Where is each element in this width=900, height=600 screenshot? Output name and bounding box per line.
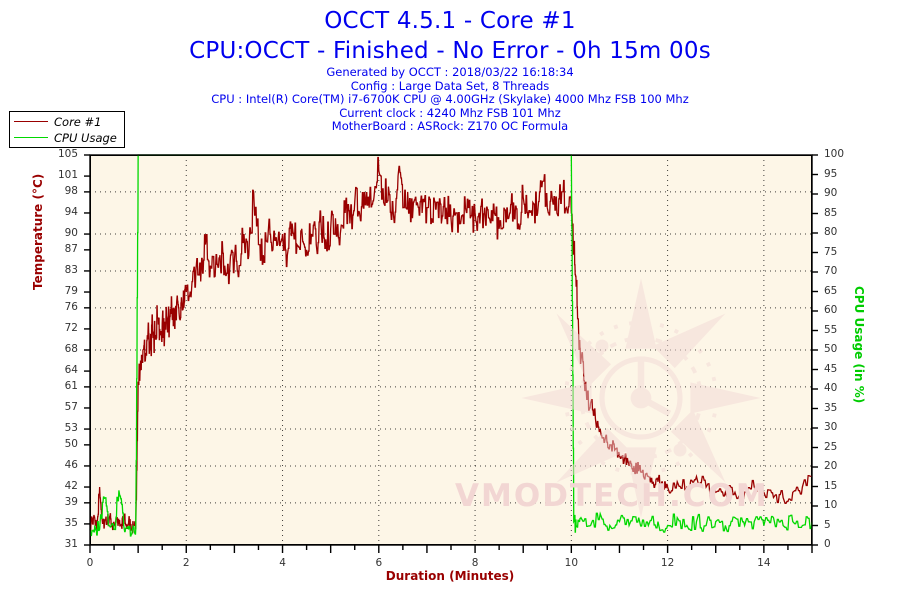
y-axis-left-tick-label: 64: [64, 364, 78, 377]
info-line-clock: Current clock : 4240 Mhz FSB 101 Mhz: [339, 105, 561, 120]
info-line-cpu: CPU : Intel(R) Core(TM) i7-6700K CPU @ 4…: [211, 92, 689, 107]
y-axis-right-tick-label: 70: [824, 265, 838, 277]
y-axis-left-tick-label: 39: [64, 495, 78, 508]
y-axis-left-tick-label: 79: [64, 285, 78, 298]
x-axis-tick-label: 2: [182, 557, 190, 569]
x-axis-tick-label: 10: [564, 557, 579, 569]
y-axis-left-tick-label: 83: [64, 263, 78, 276]
y-axis-left-tick-label: 31: [64, 538, 78, 550]
y-axis-right-tick-label: 35: [824, 401, 838, 414]
x-axis-tick-label: 0: [86, 557, 94, 569]
y-axis-right-tick-label: 10: [824, 499, 838, 511]
x-axis-title: Duration (Minutes): [385, 569, 515, 583]
y-axis-left-tick-label: 101: [57, 169, 78, 182]
y-axis-left-tick-label: 50: [64, 437, 78, 450]
y-axis-right-tick-label: 85: [824, 206, 838, 219]
page-subtitle: CPU:OCCT - Finished - No Error - 0h 15m …: [189, 38, 711, 64]
y-axis-right-tick-label: 15: [824, 479, 838, 492]
y-axis-right-tick-label: 65: [824, 284, 838, 297]
legend-label-core: Core #1: [54, 114, 102, 129]
y-axis-left-tick-label: 57: [64, 400, 78, 413]
legend-item-cpu-usage: CPU Usage: [14, 130, 117, 145]
y-axis-right-tick-label: 30: [824, 421, 838, 433]
info-line-config: Config : Large Data Set, 8 Threads: [350, 78, 550, 93]
y-axis-left-tick-label: 94: [64, 205, 78, 218]
y-axis-right-tick-label: 95: [824, 167, 838, 180]
y-axis-right-tick-label: 55: [824, 323, 838, 336]
legend-swatch-cpu-usage-icon: [14, 137, 48, 138]
legend-swatch-core-icon: [14, 121, 48, 122]
y-axis-right-tick-label: 90: [824, 187, 838, 199]
y-axis-left-tick-label: 42: [64, 480, 78, 493]
info-line-generated: Generated by OCCT : 2018/03/22 16:18:34: [326, 65, 574, 79]
y-axis-right-tick-label: 45: [824, 362, 838, 375]
y-axis-left-tick-label: 90: [64, 227, 78, 240]
x-axis-tick-label: 8: [471, 557, 479, 569]
y-axis-right-tick-label: 50: [824, 343, 838, 355]
series-line-cpu-usage: [89, 154, 813, 537]
legend-item-core: Core #1: [14, 114, 117, 129]
y-axis-right-tick-label: 60: [824, 304, 838, 316]
y-axis-left-tick-label: 61: [64, 379, 78, 392]
y-axis-right-tick-label: 40: [824, 382, 838, 394]
chart-legend: Core #1 CPU Usage: [9, 111, 125, 148]
y-axis-right-tick-label: 80: [824, 226, 838, 238]
y-axis-left-tick-label: 35: [64, 516, 78, 529]
header-block: OCCT 4.5.1 - Core #1 CPU:OCCT - Finished…: [0, 0, 900, 134]
y-axis-right-tick-label: 5: [824, 518, 831, 531]
x-axis-tick-label: 6: [375, 557, 383, 569]
y-axis-left-tick-label: 53: [64, 422, 78, 435]
y-axis-left-tick-label: 87: [64, 242, 78, 255]
page-title: OCCT 4.5.1 - Core #1: [324, 8, 576, 34]
x-axis-tick-label: 12: [660, 557, 675, 569]
x-axis-tick-label: 14: [757, 557, 771, 569]
y-axis-right-tick-label: 25: [824, 440, 838, 453]
y-axis-left-tick-label: 105: [57, 148, 78, 160]
x-axis-tick-label: 4: [279, 557, 286, 569]
y-axis-right-tick-label: 20: [824, 460, 838, 472]
legend-label-cpu-usage: CPU Usage: [54, 130, 117, 145]
y-axis-left-tick-label: 72: [64, 321, 78, 334]
info-line-motherboard: MotherBoard : ASRock: Z170 OC Formula: [331, 119, 569, 134]
y-axis-left-tick-label: 98: [64, 184, 78, 197]
y-axis-left-tick-label: 68: [64, 343, 78, 355]
series-line-core-1: [89, 156, 813, 534]
y-axis-left-tick-label: 76: [64, 300, 78, 313]
y-axis-left-tick-label: 46: [64, 458, 78, 471]
y-axis-right-tick-label: 0: [824, 538, 831, 550]
y-axis-right-tick-label: 100: [824, 148, 845, 160]
y-axis-right-tick-label: 75: [824, 245, 838, 258]
